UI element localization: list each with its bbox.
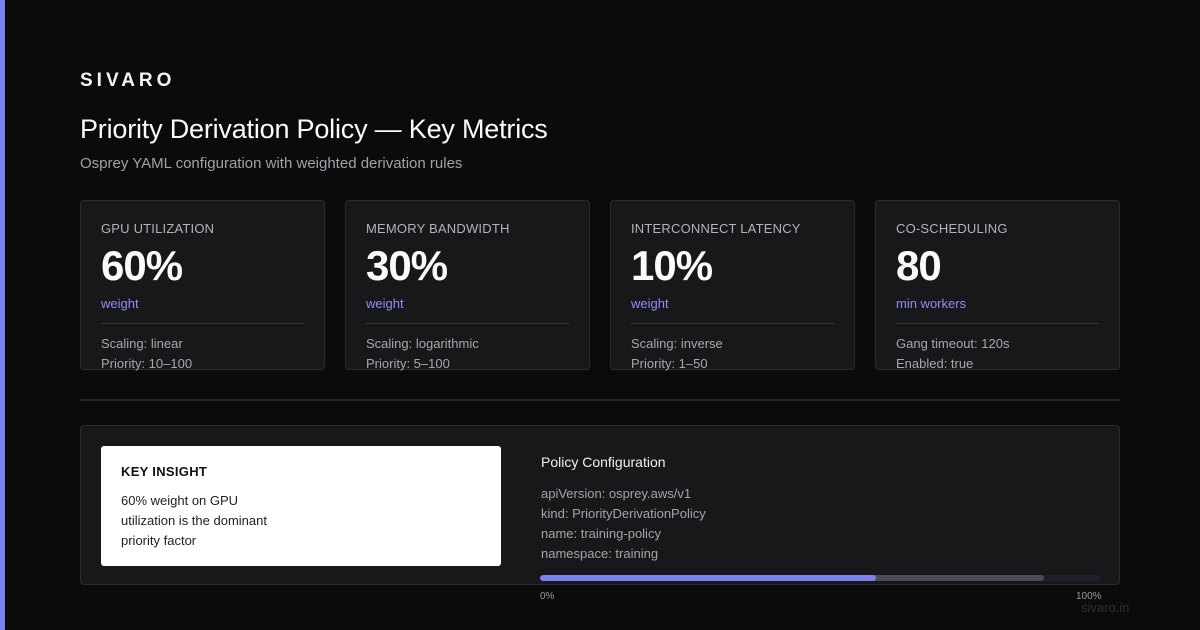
metric-unit: weight [101,296,139,311]
progress-primary-fill [540,575,876,581]
insight-text: 60% weight on GPU utilization is the dom… [121,493,267,548]
config-line: namespace: training [541,546,659,561]
metric-value: 30% [366,242,448,289]
metric-card-interconnect-latency: INTERCONNECT LATENCY 10% weight Scaling:… [610,200,855,371]
metric-detail: Scaling: linear [101,336,183,351]
config-lines: apiVersion: osprey.aws/v1 kind: Priority… [541,484,1101,564]
metric-label: GPU UTILIZATION [101,221,215,236]
card-divider [896,323,1099,324]
policy-panel: KEY INSIGHT 60% weight on GPU utilizatio… [80,425,1120,585]
policy-configuration: Policy Configuration apiVersion: osprey.… [541,454,1101,564]
scale-max-label: 100% [1076,591,1102,602]
key-insight-box: KEY INSIGHT 60% weight on GPU utilizatio… [101,446,501,566]
metric-unit: min workers [896,296,967,311]
metric-details: Scaling: inverse Priority: 1–50 [631,334,834,374]
metric-detail: Scaling: logarithmic [366,336,479,351]
metric-label: INTERCONNECT LATENCY [631,221,801,236]
config-line: kind: PriorityDerivationPolicy [541,506,706,521]
metric-cards: GPU UTILIZATION 60% weight Scaling: line… [80,200,1120,371]
metric-details: Scaling: linear Priority: 10–100 [101,334,304,374]
metric-detail: Priority: 5–100 [366,356,450,371]
card-divider [101,323,304,324]
metric-detail: Enabled: true [896,356,974,371]
metric-card-co-scheduling: CO-SCHEDULING 80 min workers Gang timeou… [875,200,1120,371]
page-title: Priority Derivation Policy — Key Metrics [80,114,548,144]
accent-bar [0,0,5,630]
brand-logo: SIVARO [80,70,176,91]
footer-domain: sivaro.in [1081,600,1130,615]
metric-value: 80 [896,242,942,289]
metric-unit: weight [366,296,404,311]
page-subtitle: Osprey YAML configuration with weighted … [80,155,463,172]
config-line: name: training-policy [541,526,661,541]
card-divider [366,323,569,324]
metric-detail: Priority: 10–100 [101,356,193,371]
config-line: apiVersion: osprey.aws/v1 [541,486,692,501]
metric-label: CO-SCHEDULING [896,221,1008,236]
card-divider [631,323,834,324]
metric-card-gpu-utilization: GPU UTILIZATION 60% weight Scaling: line… [80,200,325,371]
metric-details: Gang timeout: 120s Enabled: true [896,334,1099,374]
metric-detail: Gang timeout: 120s [896,336,1010,351]
section-divider [80,399,1120,401]
metric-card-memory-bandwidth: MEMORY BANDWIDTH 30% weight Scaling: log… [345,200,590,371]
metric-detail: Scaling: inverse [631,336,723,351]
metric-details: Scaling: logarithmic Priority: 5–100 [366,334,569,374]
weight-progress-bar [540,575,1100,581]
metric-value: 60% [101,242,183,289]
scale-min-label: 0% [540,591,555,602]
config-title: Policy Configuration [541,454,666,470]
metric-label: MEMORY BANDWIDTH [366,221,510,236]
metric-unit: weight [631,296,669,311]
insight-title: KEY INSIGHT [121,464,208,479]
metric-value: 10% [631,242,713,289]
metric-detail: Priority: 1–50 [631,356,708,371]
